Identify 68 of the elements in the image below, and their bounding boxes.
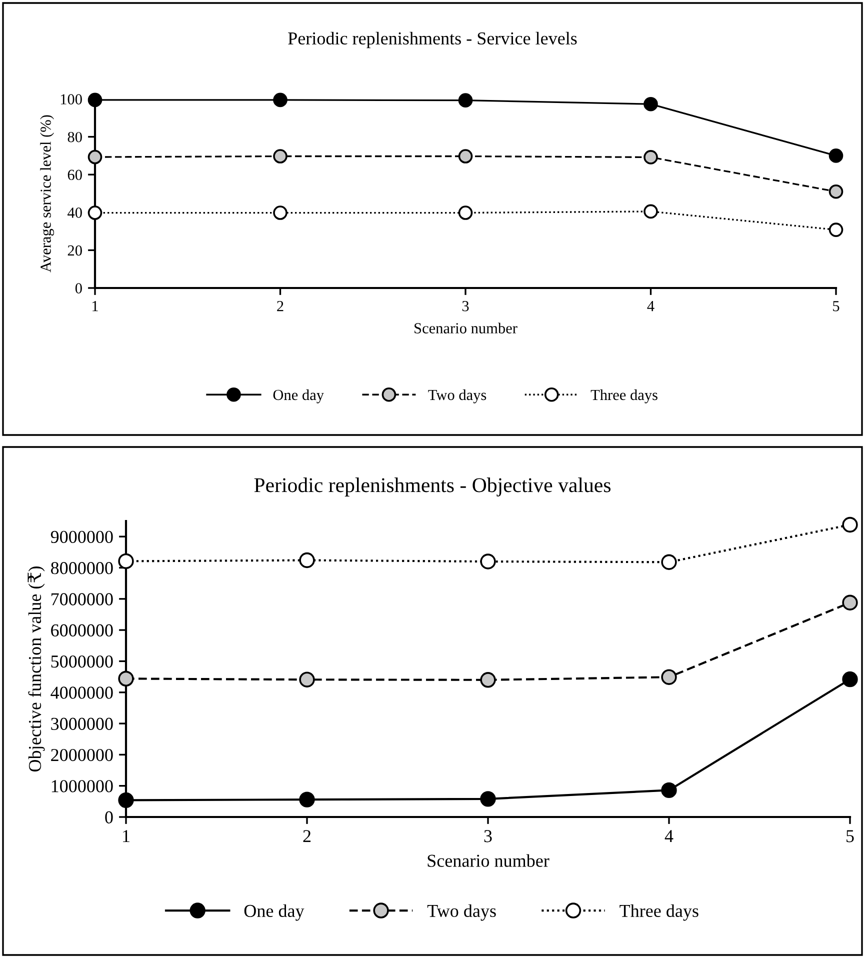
legend-label: Two days	[427, 904, 496, 921]
point	[118, 792, 134, 808]
point	[299, 672, 315, 688]
x-tick-label: 2	[277, 300, 284, 312]
chart-title: Periodic replenishments - Service levels	[288, 32, 577, 48]
x-tick-label: 1	[123, 830, 130, 842]
point	[842, 516, 858, 533]
point	[458, 149, 473, 164]
point	[273, 149, 288, 164]
point	[458, 93, 473, 108]
legend-label: Three days	[590, 389, 658, 404]
point	[480, 672, 496, 688]
y-tick-label: 2000000	[51, 748, 113, 762]
x-tick-label: 3	[462, 300, 469, 312]
point	[299, 552, 315, 568]
point	[480, 791, 496, 807]
legend-label: One day	[273, 389, 324, 404]
point	[661, 782, 677, 798]
x-axis-title: Scenario number	[414, 322, 518, 334]
point	[828, 148, 844, 163]
y-tick-label: 1000000	[52, 780, 113, 792]
point	[88, 206, 102, 220]
point	[644, 150, 658, 164]
point	[828, 184, 844, 199]
y-tick-label: 100	[60, 94, 82, 104]
x-tick-label: 5	[833, 301, 840, 312]
y-tick-label: 60	[68, 170, 82, 180]
chart-title: Periodic replenishments - Objective values	[254, 478, 611, 496]
point	[644, 96, 658, 112]
point	[842, 594, 858, 610]
point	[661, 554, 677, 570]
y-tick-label: 0	[75, 283, 82, 294]
point	[118, 670, 134, 687]
y-tick-label: 0	[105, 811, 113, 824]
x-tick-label: 4	[647, 301, 654, 312]
y-tick-label: 9000000	[50, 530, 113, 544]
x-tick-label: 2	[303, 830, 311, 842]
y-tick-label: 6000000	[51, 624, 113, 636]
point	[458, 206, 473, 220]
y-tick-label: 8000000	[50, 562, 113, 574]
point	[88, 92, 102, 108]
legend-label: One day	[244, 904, 304, 921]
x-tick-label: 1	[92, 301, 98, 312]
y-tick-label: 40	[68, 208, 82, 218]
y-tick-label: 20	[68, 245, 82, 256]
y-axis-title: Objective function value (₹)	[28, 566, 45, 772]
y-tick-label: 7000000	[51, 593, 113, 606]
point	[644, 204, 658, 219]
x-tick-label: 4	[664, 830, 674, 842]
point	[118, 553, 134, 570]
point	[480, 554, 496, 570]
x-tick-label: 5	[846, 830, 854, 842]
point	[273, 206, 288, 220]
point	[299, 792, 315, 808]
legend-label: Two days	[428, 389, 486, 404]
y-tick-label: 3000000	[51, 718, 113, 730]
point	[828, 222, 844, 237]
point	[661, 669, 677, 685]
point	[88, 150, 102, 164]
point	[842, 671, 858, 688]
y-tick-label: 4000000	[50, 686, 113, 699]
legend-label: Three days	[620, 904, 698, 921]
y-axis-title: Average service level (%)	[40, 115, 54, 272]
x-axis-title: Scenario number	[428, 854, 550, 867]
y-tick-label: 5000000	[51, 655, 113, 668]
x-tick-label: 3	[484, 830, 492, 842]
point	[273, 92, 288, 108]
y-tick-label: 80	[68, 132, 82, 142]
